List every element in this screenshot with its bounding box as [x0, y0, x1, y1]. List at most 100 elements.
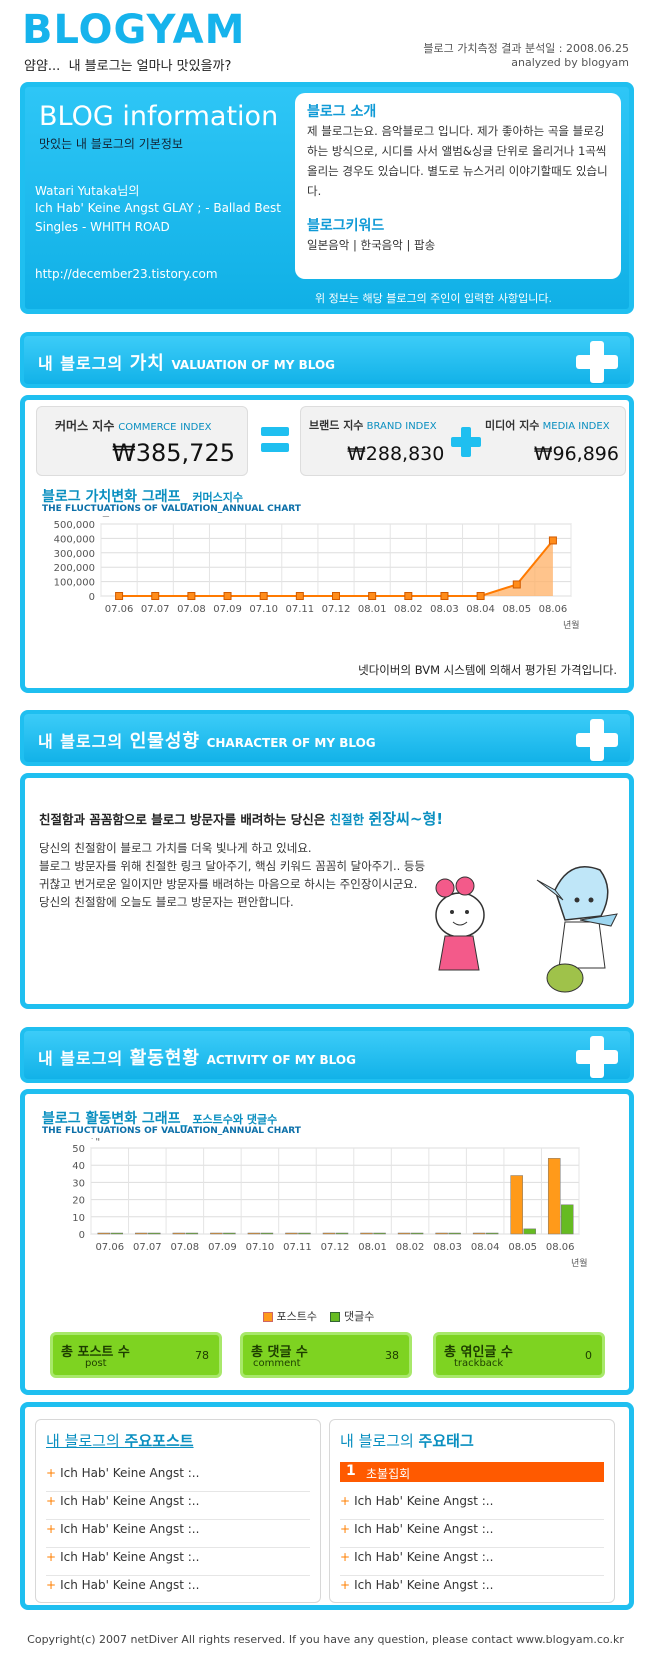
total-posts-card: 총 포스트 수 post 78 [50, 1332, 222, 1378]
valuation-point [548, 536, 557, 545]
expand-plus-icon[interactable] [574, 717, 620, 763]
intro-card: 블로그 소개 제 블로그는요. 음악블로그 입니다. 제가 좋아하는 곡을 블로… [295, 93, 621, 279]
comments-bar [185, 1232, 199, 1235]
comments-bar [298, 1232, 311, 1235]
activity-section-bar: 내 블로그의 활동현황 ACTIVITY OF MY BLOG [20, 1027, 634, 1083]
top-tag-item[interactable]: + Ich Hab' Keine Angst :.. [340, 1494, 604, 1520]
activity-chart: 0 10 20 30 40 50 07.06 07.07 07.08 07.09 07.10 07.1… [72, 1138, 587, 1269]
x-tick-label: 08.02 [396, 1242, 425, 1253]
legend-comments-swatch [330, 1312, 341, 1322]
x-tick-label: 08.05 [508, 1242, 537, 1253]
x-tick-label: 07.07 [141, 604, 170, 615]
top-post-item[interactable]: + Ich Hab' Keine Angst :.. [46, 1522, 310, 1548]
x-tick-label: 08.06 [539, 604, 568, 615]
valuation-point [187, 592, 196, 600]
posts-bar [472, 1232, 486, 1235]
y-tick-label: 0 [79, 1230, 85, 1241]
posts-bar [285, 1232, 298, 1235]
valuation-point [332, 592, 340, 600]
plot-area [100, 523, 572, 597]
character-desc-2: 블로그 방문자를 위해 친절한 링크 달아주기, 핵심 키워드 꼼꼼히 달아주기… [39, 859, 426, 873]
top-tag-item[interactable]: + Ich Hab' Keine Angst :.. [340, 1550, 604, 1576]
character-heading: 내 블로그의 인물성향 CHARACTER OF MY BLOG [38, 731, 376, 752]
valuation-point [259, 592, 268, 600]
intro-title: 블로그 소개 [307, 104, 377, 120]
total-comments-value: 38 [385, 1349, 399, 1362]
total-posts-label: 총 포스트 수 [61, 1345, 130, 1360]
posts-bar [247, 1232, 261, 1235]
y-tick-label: 200,000 [54, 563, 95, 574]
y-tick-label: 20 [72, 1196, 85, 1207]
brand-media-card: 브랜드 지수 BRAND INDEX ₩288,830 미디어 지수 MEDIA… [300, 406, 626, 476]
valuation-graph-subtitle: THE FLUCTUATIONS OF VALUATION_ANNUAL CHA… [42, 504, 301, 514]
top-tag-item[interactable]: + Ich Hab' Keine Angst :.. [340, 1578, 494, 1592]
x-tick-label: 07.08 [177, 604, 206, 615]
comments-bar [560, 1204, 574, 1235]
x-tick-label: 07.10 [249, 604, 278, 615]
equals-icon [261, 427, 289, 453]
activity-graph-title: 블로그 활동변화 그래프_ 포스트수와 댓글수 [42, 1111, 278, 1127]
expand-plus-icon[interactable] [574, 1034, 620, 1080]
posts-bar [97, 1232, 111, 1235]
character-headline: 친절함과 꼼꼼함으로 블로그 방문자를 배려하는 당신은 친절한 쥔장씨~형! [39, 810, 444, 828]
character-desc-1: 당신의 친절함이 블로그 가치를 더욱 빛나게 하고 있네요. [39, 841, 312, 855]
info-subtitle: 맛있는 내 블로그의 기본정보 [39, 137, 183, 151]
character-section-bar: 내 블로그의 인물성향 CHARACTER OF MY BLOG [20, 710, 634, 766]
valuation-panel: 커머스 지수 COMMERCE INDEX ₩385,725 브랜드 지수 BR… [20, 395, 634, 693]
x-tick-label: 08.03 [430, 604, 459, 615]
y-tick-label: 100,000 [54, 578, 95, 589]
valuation-area [119, 540, 553, 596]
posts-bar [135, 1232, 148, 1235]
valuation-point [115, 592, 124, 600]
x-tick-label: 07.06 [95, 1242, 124, 1253]
plus-icon [451, 427, 481, 457]
y-tick-label: 300,000 [54, 549, 95, 560]
comments-bar [373, 1232, 386, 1235]
valuation-point [295, 592, 304, 600]
posts-bar [360, 1232, 373, 1235]
top-post-item[interactable]: + Ich Hab' Keine Angst :.. [46, 1578, 200, 1592]
top-tags-title: 내 블로그의 주요태그 [340, 1432, 474, 1450]
y-tick-label: 10 [72, 1213, 85, 1224]
valuation-point [476, 592, 485, 600]
total-trackbacks-en: trackback [454, 1358, 504, 1369]
activity-graph-subtitle: THE FLUCTUATIONS OF VALUATION_ANNUAL CHA… [42, 1126, 301, 1136]
total-comments-label: 총 댓글 수 [251, 1345, 308, 1360]
x-tick-label: 07.11 [283, 1242, 312, 1253]
top-post-item[interactable]: + Ich Hab' Keine Angst :.. [46, 1494, 310, 1520]
x-tick-label: 08.02 [394, 604, 423, 615]
top-post-item[interactable]: + Ich Hab' Keine Angst :.. [46, 1466, 310, 1492]
x-tick-label: 07.09 [208, 1242, 237, 1253]
valuation-graph-title: 블로그 가치변화 그래프_ 커머스지수 [42, 489, 244, 505]
posts-bar [397, 1232, 411, 1235]
x-tick-label: 08.03 [433, 1242, 462, 1253]
comments-bar [260, 1232, 274, 1235]
posts-bar [322, 1232, 336, 1235]
y-tick-label: 40 [72, 1161, 85, 1172]
commerce-index-value: ₩385,725 [112, 439, 235, 467]
comments-bar [485, 1232, 499, 1235]
valuation-point [512, 580, 521, 589]
analyzed-by: analyzed by blogyam [511, 56, 629, 69]
logo[interactable]: BLOGYAM [22, 7, 246, 53]
total-comments-en: comment [253, 1358, 301, 1369]
x-tick-label: 08.04 [466, 604, 495, 615]
posts-bar [510, 1175, 523, 1235]
top-tag-name: 초불집회 [366, 1467, 411, 1481]
x-tick-label: 08.05 [502, 604, 531, 615]
top-post-item[interactable]: + Ich Hab' Keine Angst :.. [46, 1550, 310, 1576]
expand-plus-icon[interactable] [574, 339, 620, 385]
y-tick-label: 50 [72, 1144, 85, 1155]
total-trackbacks-label: 총 엮인글 수 [444, 1345, 513, 1360]
top-tags-card: 내 블로그의 주요태그 1 초불집회 + Ich Hab' Keine Angst… [329, 1419, 615, 1603]
top-tag-item[interactable]: + Ich Hab' Keine Angst :.. [340, 1522, 604, 1548]
comments-bar [448, 1232, 461, 1235]
valuation-footnote: 넷다이버의 BVM 시스템에 의해서 평가된 가격입니다. [358, 663, 617, 677]
commerce-index-label: 커머스 지수 COMMERCE INDEX [55, 419, 212, 433]
y-tick-label: 30 [72, 1178, 85, 1189]
keywords: 일본음악 | 한국음악 | 팝송 [307, 238, 436, 252]
comments-bar [335, 1232, 349, 1235]
total-trackbacks-card: 총 엮인글 수 trackback 0 [433, 1332, 605, 1378]
blog-url[interactable]: http://december23.tistory.com [35, 267, 218, 281]
top-tag-highlight[interactable]: 1 초불집회 [340, 1462, 604, 1482]
